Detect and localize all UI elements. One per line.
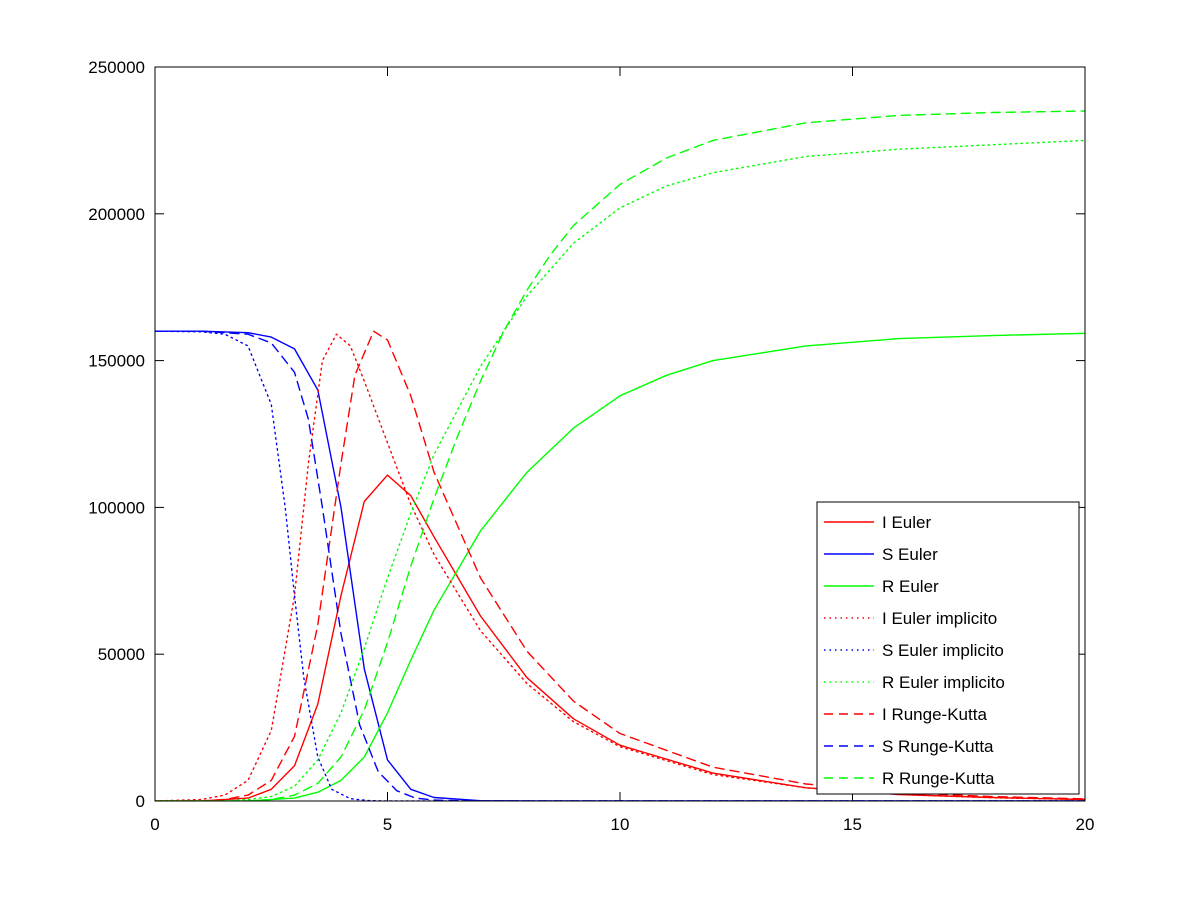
series-line-0 [155,474,1085,801]
y-tick-label: 100000 [88,498,145,517]
series-layer [155,110,1085,801]
series-line-1 [155,330,1085,801]
y-tick-label: 0 [136,792,145,811]
legend-label-1: S Euler [882,545,938,564]
series-line-8 [155,110,1085,801]
legend-label-2: R Euler [882,577,939,596]
legend-label-3: I Euler implicito [882,609,997,628]
legend: I Euler S Euler R Euler I Euler implicito S … [816,501,1080,795]
x-tick-label: 15 [843,815,862,834]
y-tick-label: 200000 [88,205,145,224]
legend-label-5: R Euler implicito [882,673,1005,692]
legend-label-8: R Runge-Kutta [882,769,995,788]
x-tick-label: 10 [611,815,630,834]
x-tick-label: 5 [383,815,392,834]
series-line-6 [155,330,1085,801]
series-line-3 [155,333,1085,801]
x-tick-label: 20 [1076,815,1095,834]
legend-label-4: S Euler implicito [882,641,1004,660]
legend-label-7: S Runge-Kutta [882,737,994,756]
x-tick-label: 0 [150,815,159,834]
ticks-layer: 0 5 10 15 20 0 50000 100000 150000 200000 250000 [88,58,1094,834]
y-tick-label: 50000 [98,645,145,664]
series-line-4 [155,330,1085,801]
series-line-2 [155,332,1085,801]
y-tick-label: 250000 [88,58,145,77]
legend-label-6: I Runge-Kutta [882,705,987,724]
legend-label-0: I Euler [882,513,931,532]
y-tick-label: 150000 [88,352,145,371]
series-line-5 [155,139,1085,801]
